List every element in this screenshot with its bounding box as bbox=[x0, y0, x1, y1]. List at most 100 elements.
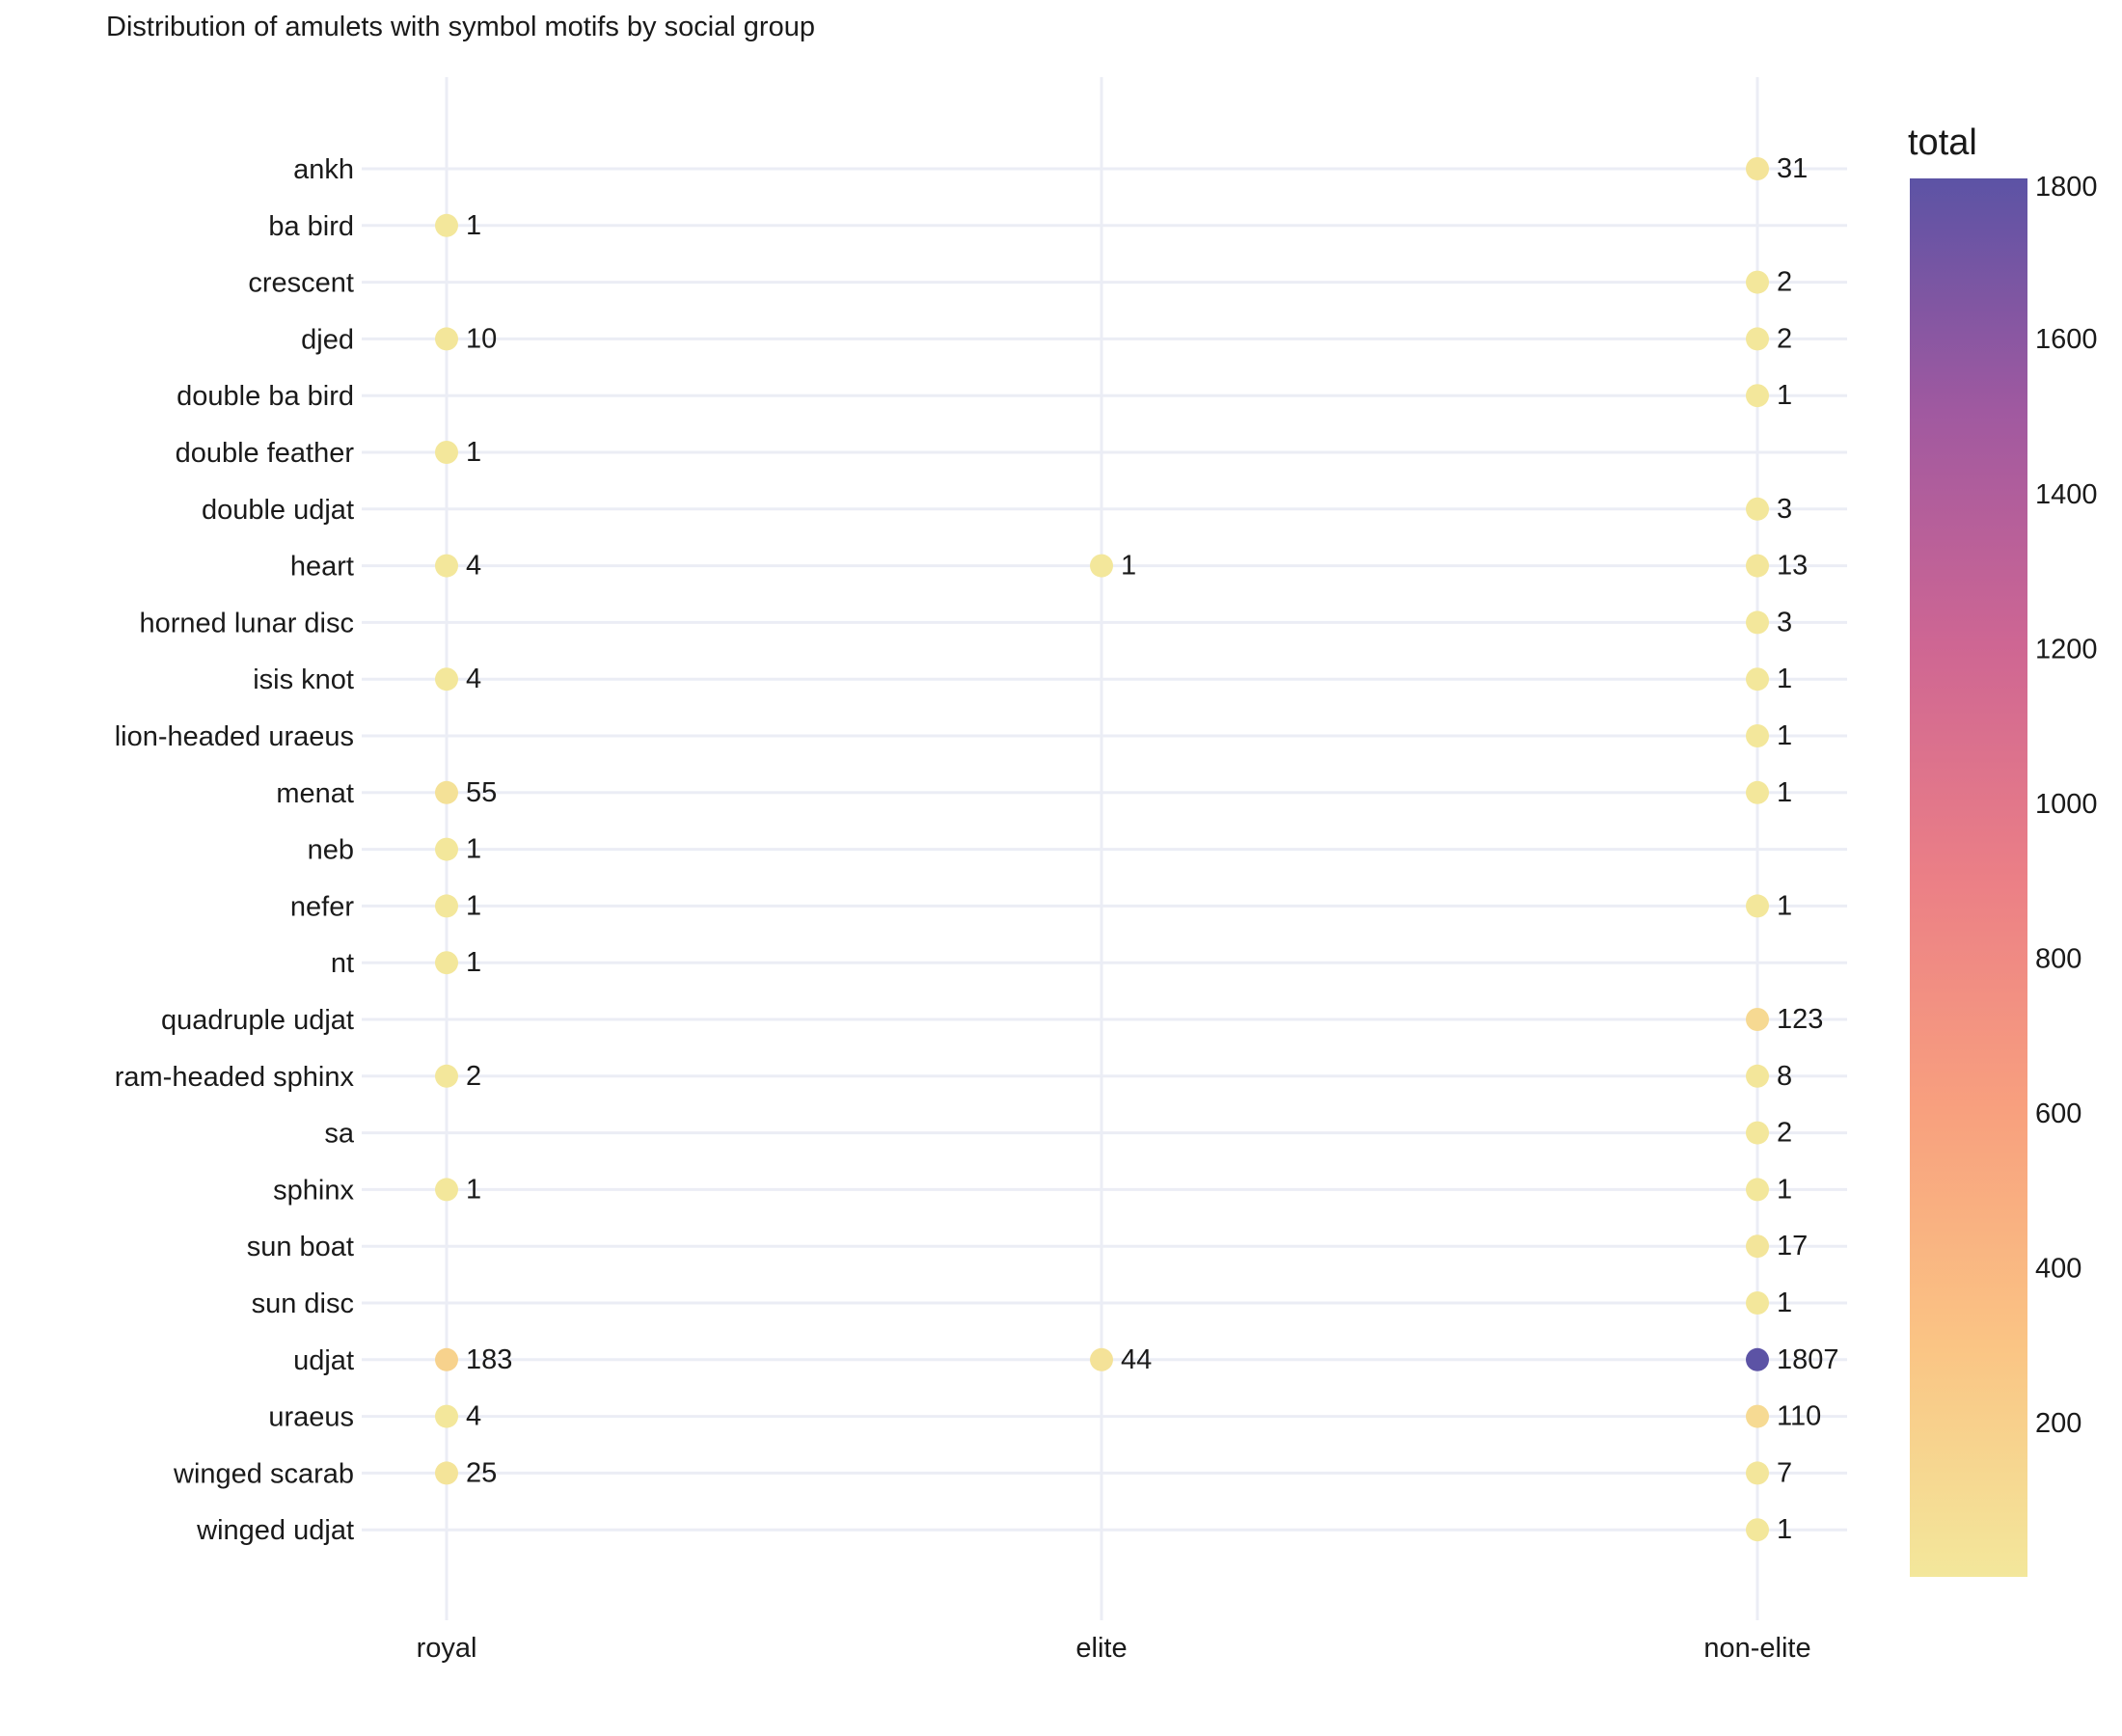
data-label: 3 bbox=[1777, 607, 1792, 637]
data-point bbox=[1746, 384, 1769, 408]
data-point bbox=[435, 837, 458, 861]
data-point bbox=[1746, 157, 1769, 180]
y-tick-label: menat bbox=[276, 778, 354, 809]
data-label: 1807 bbox=[1777, 1344, 1839, 1375]
y-tick-label: lion-headed uraeus bbox=[115, 721, 354, 752]
data-label: 1 bbox=[1777, 777, 1792, 808]
data-label: 110 bbox=[1777, 1401, 1821, 1432]
y-tick-label: nefer bbox=[290, 891, 354, 922]
data-point bbox=[1090, 1347, 1113, 1371]
data-label: 1 bbox=[466, 437, 481, 468]
data-label: 2 bbox=[1777, 1118, 1792, 1149]
colorbar-tick-label: 1400 bbox=[2035, 479, 2098, 510]
data-point bbox=[1746, 1008, 1769, 1031]
data-label: 2 bbox=[466, 1061, 481, 1092]
data-point bbox=[435, 213, 458, 237]
data-label: 1 bbox=[1777, 380, 1792, 411]
data-label: 1 bbox=[1777, 720, 1792, 751]
y-tick-label: double feather bbox=[176, 438, 355, 469]
data-point bbox=[435, 1404, 458, 1428]
y-tick-label: neb bbox=[308, 835, 354, 866]
data-label: 1 bbox=[466, 1174, 481, 1205]
y-tick-label: sa bbox=[324, 1119, 355, 1150]
data-label: 31 bbox=[1777, 153, 1808, 184]
data-label: 44 bbox=[1121, 1344, 1152, 1375]
y-tick-label: ankh bbox=[293, 154, 354, 185]
data-point bbox=[435, 951, 458, 975]
y-tick-label: winged udjat bbox=[196, 1515, 354, 1546]
data-point bbox=[1746, 610, 1769, 635]
colorbar-tick-label: 1600 bbox=[2035, 324, 2098, 355]
y-tick-label: sun boat bbox=[247, 1232, 354, 1262]
data-label: 1 bbox=[1777, 890, 1792, 921]
y-tick-label: uraeus bbox=[268, 1402, 354, 1433]
y-tick-label: crescent bbox=[248, 268, 354, 299]
y-tick-label: heart bbox=[290, 552, 354, 583]
data-point bbox=[1746, 1404, 1769, 1428]
data-label: 2 bbox=[1777, 267, 1792, 298]
data-label: 1 bbox=[466, 890, 481, 921]
data-label: 123 bbox=[1777, 1004, 1823, 1035]
data-label: 1 bbox=[1121, 551, 1136, 582]
data-point bbox=[1746, 780, 1769, 804]
data-point bbox=[435, 327, 458, 351]
data-point bbox=[1746, 894, 1769, 918]
data-point bbox=[435, 1064, 458, 1088]
data-label: 1 bbox=[466, 834, 481, 865]
data-point bbox=[1746, 327, 1769, 351]
y-tick-label: udjat bbox=[293, 1345, 354, 1376]
y-axis: ankh ba bird crescent djed double ba bird dou… bbox=[115, 154, 355, 1546]
colorbar-tick-label: 400 bbox=[2035, 1254, 2081, 1285]
data-point bbox=[1090, 554, 1113, 578]
colorbar-gradient bbox=[1910, 178, 2027, 1577]
data-point bbox=[435, 1347, 458, 1371]
x-axis: royal elite non-elite bbox=[417, 1633, 1811, 1664]
data-label: 1 bbox=[466, 947, 481, 978]
data-point bbox=[1746, 1518, 1769, 1542]
x-tick-label: non-elite bbox=[1703, 1633, 1810, 1664]
data-label: 1 bbox=[1777, 664, 1792, 694]
colorbar-title: total bbox=[1908, 122, 1977, 163]
colorbar-tick-label: 1800 bbox=[2035, 172, 2098, 203]
data-point bbox=[435, 667, 458, 692]
data-point bbox=[1746, 724, 1769, 747]
y-tick-label: isis knot bbox=[253, 665, 354, 695]
colorbar-tick-label: 200 bbox=[2035, 1408, 2081, 1439]
data-point bbox=[1746, 1291, 1769, 1315]
data-label: 13 bbox=[1777, 551, 1808, 582]
data-point bbox=[435, 1461, 458, 1485]
y-tick-label: horned lunar disc bbox=[140, 608, 354, 638]
data-point bbox=[435, 894, 458, 918]
data-point bbox=[1746, 1234, 1769, 1259]
data-point bbox=[1746, 1178, 1769, 1202]
data-point bbox=[1746, 1347, 1769, 1371]
data-label: 25 bbox=[466, 1457, 497, 1488]
data-point bbox=[1746, 667, 1769, 692]
data-point bbox=[1746, 270, 1769, 294]
y-tick-label: djed bbox=[301, 324, 354, 355]
data-label: 17 bbox=[1777, 1231, 1808, 1261]
y-tick-label: ram-headed sphinx bbox=[115, 1062, 355, 1093]
data-label: 1 bbox=[1777, 1174, 1792, 1205]
x-tick-label: royal bbox=[417, 1633, 477, 1664]
data-label: 4 bbox=[466, 664, 481, 694]
data-label: 55 bbox=[466, 777, 497, 808]
colorbar-legend: total 200 400 600 800 1000 1200 1400 1600 1800 bbox=[1908, 122, 2098, 1577]
data-label: 3 bbox=[1777, 494, 1792, 525]
data-label: 1 bbox=[1777, 1288, 1792, 1318]
data-point bbox=[435, 441, 458, 464]
y-tick-label: sphinx bbox=[273, 1175, 354, 1206]
data-point bbox=[435, 780, 458, 804]
data-label: 1 bbox=[466, 210, 481, 241]
grid-lines bbox=[362, 77, 1847, 1620]
y-tick-label: quadruple udjat bbox=[161, 1005, 354, 1036]
data-label: 183 bbox=[466, 1344, 512, 1375]
data-point bbox=[1746, 1461, 1769, 1485]
data-label: 7 bbox=[1777, 1457, 1792, 1488]
data-point bbox=[1746, 1121, 1769, 1145]
colorbar-tick-label: 600 bbox=[2035, 1099, 2081, 1129]
data-point bbox=[1746, 497, 1769, 521]
data-label: 1 bbox=[1777, 1514, 1792, 1545]
